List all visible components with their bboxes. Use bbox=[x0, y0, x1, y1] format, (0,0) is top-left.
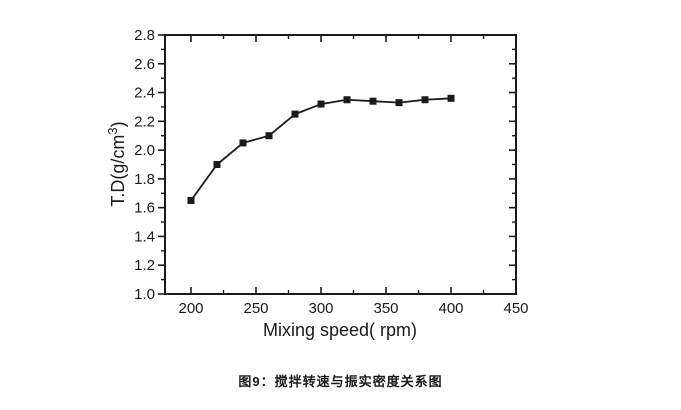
data-point-marker bbox=[239, 139, 247, 147]
data-point-marker bbox=[291, 110, 299, 118]
chart: 200 250 300 350 400 450 1.0 1.2 1.4 1.6 1.8 2.0 2.2 2… bbox=[105, 27, 529, 340]
data-point-marker bbox=[447, 94, 455, 102]
data-point-marker bbox=[265, 132, 273, 140]
figure-caption: 图9：搅拌转速与振实密度关系图 bbox=[238, 374, 443, 389]
y-tick-label: 1.6 bbox=[134, 200, 155, 217]
data-point-marker bbox=[343, 96, 351, 104]
x-tick-label: 300 bbox=[308, 300, 333, 317]
x-tick-label: 200 bbox=[178, 300, 203, 317]
y-axis-title: T.D(g/cm3) bbox=[105, 121, 128, 206]
y-axis-title-superscript: 3 bbox=[105, 127, 120, 134]
plot-area: 200 250 300 350 400 450 1.0 1.2 1.4 1.6 1.8 2.0 2.2 2… bbox=[134, 27, 528, 317]
y-tick-label: 1.0 bbox=[134, 286, 155, 303]
y-axis-title-main: T.D(g/cm bbox=[108, 135, 128, 207]
data-line bbox=[190, 97, 452, 201]
x-tick-label: 450 bbox=[503, 300, 528, 317]
y-axis-title-close: ) bbox=[108, 121, 128, 127]
data-point-marker bbox=[187, 196, 195, 204]
y-tick-label: 2.8 bbox=[134, 27, 155, 44]
data-point-marker bbox=[317, 100, 325, 108]
y-tick-label: 1.4 bbox=[134, 228, 155, 245]
y-tick-label: 2.0 bbox=[134, 142, 155, 159]
data-point-marker bbox=[369, 97, 377, 105]
y-tick-label: 2.6 bbox=[134, 56, 155, 73]
data-point-marker bbox=[395, 99, 403, 107]
data-point-marker bbox=[213, 161, 221, 168]
y-tick-label: 1.2 bbox=[134, 257, 155, 274]
x-tick-label: 350 bbox=[373, 300, 398, 317]
x-tick-label: 250 bbox=[243, 300, 268, 317]
y-tick-label: 1.8 bbox=[134, 171, 155, 188]
y-tick-label: 2.4 bbox=[134, 85, 155, 102]
data-point-marker bbox=[421, 96, 429, 104]
x-tick-label: 400 bbox=[438, 300, 463, 317]
x-axis-title: Mixing speed( rpm) bbox=[263, 320, 417, 340]
y-tick-label: 2.2 bbox=[134, 113, 155, 130]
